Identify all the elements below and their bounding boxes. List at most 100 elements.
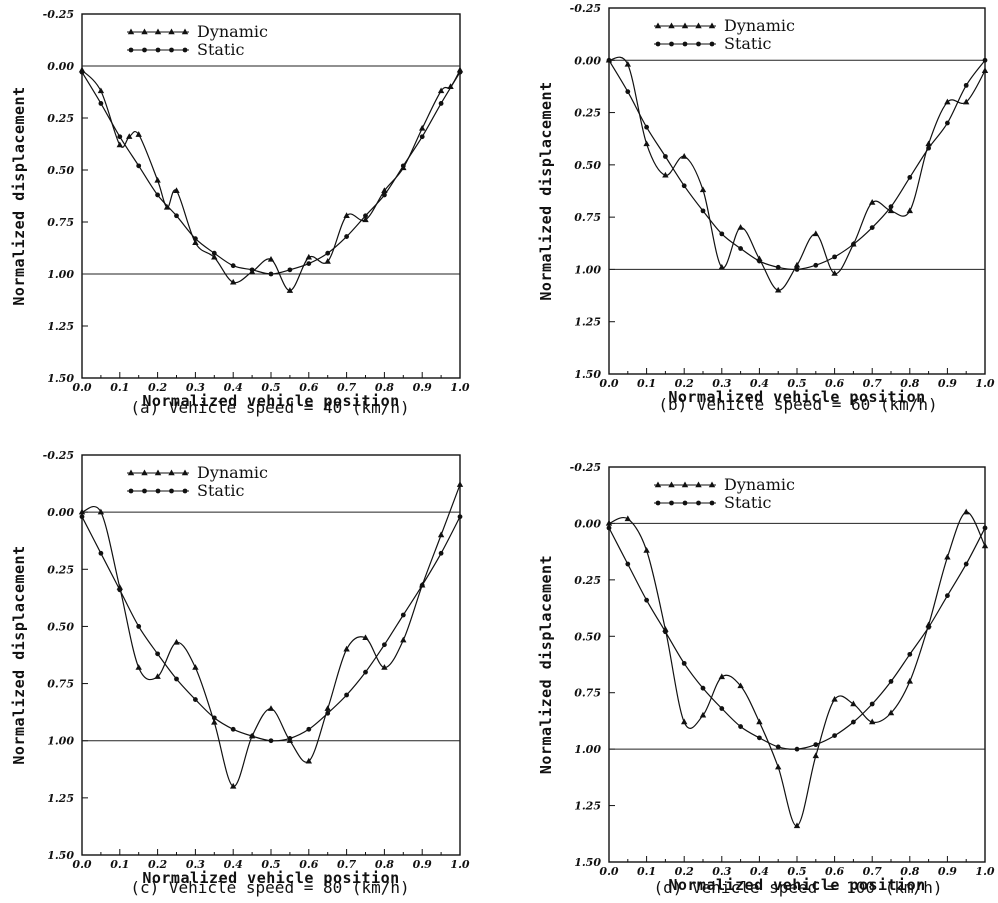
data-point-static [963, 82, 969, 88]
legend-marker-dynamic [654, 22, 662, 29]
data-point-static [419, 134, 425, 140]
data-point-dynamic [963, 98, 970, 105]
x-tick-label: 0.3 [186, 858, 205, 871]
data-point-static [382, 642, 387, 648]
data-point-static [681, 660, 687, 666]
panel-caption: (a) Vehicle speed = 40 (km/h) [130, 398, 409, 417]
data-point-static [982, 525, 988, 531]
data-point-static [211, 250, 217, 256]
data-point-static [344, 234, 349, 239]
data-point-static [306, 726, 312, 732]
data-point-dynamic [831, 695, 838, 702]
data-point-static [794, 746, 800, 752]
legend-marker-static [155, 488, 161, 494]
data-point-dynamic [718, 263, 725, 270]
chart-panel-a: -0.25 0.00 0.25 0.50 0.75 1.00 1.25 1.500.0 0.1 0… [10, 8, 470, 417]
y-tick-label: 1.25 [574, 800, 601, 813]
data-point-dynamic [624, 60, 631, 67]
data-point-static [907, 175, 913, 180]
legend-marker-static [182, 47, 188, 53]
data-point-dynamic [78, 508, 86, 515]
y-tick-label: 0.25 [47, 563, 74, 576]
legend-marker-dynamic [141, 469, 148, 476]
data-point-dynamic [699, 186, 707, 193]
series-line-static [608, 527, 986, 750]
y-tick-label: 1.00 [47, 268, 74, 281]
y-tick-label: 0.50 [47, 164, 74, 177]
x-axis-label: Normalized vehicle position [668, 388, 925, 406]
data-point-dynamic [305, 253, 312, 260]
data-point-dynamic [887, 207, 895, 214]
legend-marker-dynamic [708, 22, 716, 29]
data-point-static [287, 267, 293, 273]
legend-marker-static [709, 41, 715, 47]
x-tick-label: 0.7 [337, 381, 356, 394]
data-point-static [193, 697, 198, 702]
data-point-static [438, 101, 444, 106]
legend-marker-dynamic [695, 481, 702, 488]
data-point-dynamic [381, 187, 388, 193]
data-point-static [625, 89, 631, 95]
data-point-dynamic [267, 705, 275, 711]
data-point-dynamic [447, 83, 454, 89]
x-tick-label: 0.0 [72, 381, 91, 394]
data-point-static [945, 120, 950, 126]
data-point-static [325, 250, 331, 256]
data-point-dynamic [605, 519, 613, 526]
data-point-dynamic [793, 822, 801, 829]
y-tick-label: 0.00 [574, 54, 601, 67]
y-tick-label: 1.50 [47, 849, 74, 862]
data-point-static [757, 258, 762, 264]
data-point-static [700, 685, 706, 691]
y-axis-label: Normalized displacement [537, 81, 555, 300]
x-tick-label: 0.6 [299, 381, 318, 394]
data-point-static [945, 593, 950, 599]
legend-marker-dynamic [154, 28, 162, 35]
x-tick-label: 0.5 [261, 381, 280, 394]
x-tick-label: 0.2 [148, 858, 167, 871]
x-tick-label: 0.6 [299, 858, 318, 871]
data-point-static [851, 719, 856, 725]
data-point-dynamic [831, 270, 838, 276]
data-point-static [907, 651, 913, 657]
x-tick-label: 0.5 [261, 858, 280, 871]
data-point-static [775, 264, 781, 270]
data-point-static [738, 246, 743, 251]
data-point-dynamic [211, 253, 218, 260]
x-tick-label: 0.5 [787, 865, 806, 878]
data-point-dynamic [286, 287, 294, 293]
data-point-dynamic [981, 542, 989, 549]
data-point-dynamic [869, 718, 876, 725]
y-tick-label: 1.25 [47, 320, 74, 333]
data-point-dynamic [456, 481, 464, 487]
data-point-dynamic [718, 673, 725, 680]
data-point-static [719, 231, 725, 237]
y-tick-label: 1.00 [47, 735, 74, 748]
legend-marker-dynamic [141, 28, 148, 35]
x-tick-label: 0.4 [224, 381, 243, 394]
y-tick-label: 0.50 [574, 159, 601, 172]
legend-marker-static [182, 488, 188, 494]
data-point-static [230, 726, 236, 732]
data-point-static [363, 213, 368, 219]
legend-marker-static [709, 500, 715, 506]
data-point-static [174, 213, 179, 219]
data-point-dynamic [737, 682, 744, 689]
x-tick-label: 0.9 [938, 377, 957, 390]
x-tick-label: 0.8 [900, 865, 919, 878]
data-point-dynamic [643, 140, 650, 147]
data-point-static [681, 183, 687, 189]
data-point-static [400, 612, 406, 618]
data-point-static [363, 669, 368, 675]
legend-marker-static [696, 500, 701, 506]
data-point-dynamic [343, 645, 350, 652]
data-point-static [869, 701, 875, 707]
data-point-dynamic [343, 212, 350, 218]
data-point-static [888, 679, 894, 684]
legend-marker-dynamic [695, 22, 702, 29]
y-tick-label: -0.25 [43, 449, 74, 462]
x-tick-label: 0.6 [825, 377, 844, 390]
data-point-static [851, 241, 856, 247]
plot-frame [608, 466, 986, 863]
data-point-static [98, 101, 104, 106]
